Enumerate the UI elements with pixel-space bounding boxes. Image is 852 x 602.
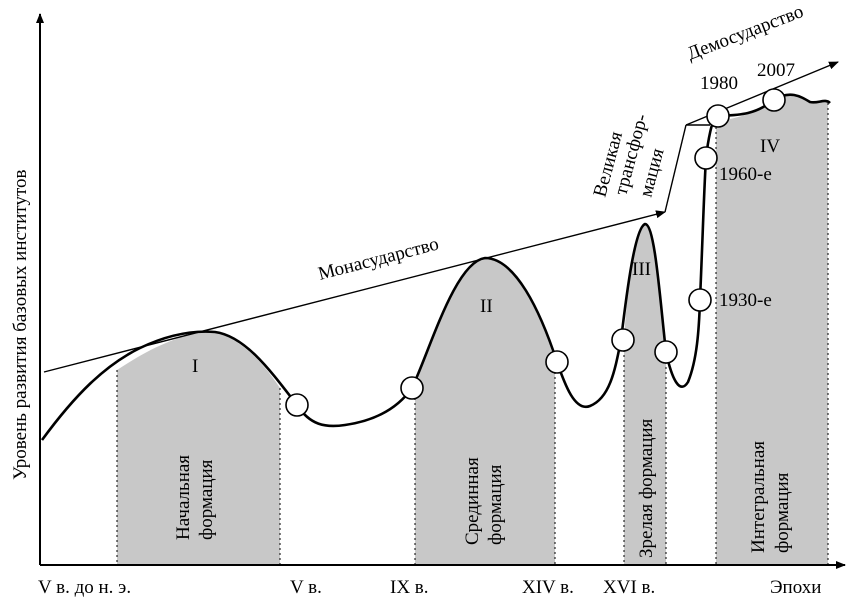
transformation-line (664, 124, 687, 213)
marker-1930 (688, 288, 712, 312)
demostate-label: Демосударство (684, 1, 806, 65)
formation-3-label-line-1: Зрелая формация (636, 418, 657, 558)
marker-2007 (762, 88, 786, 112)
formation-2-numeral: II (480, 296, 493, 317)
x-tick-label: XIV в. (522, 577, 574, 598)
x-tick-label: V в. (290, 577, 322, 598)
marker-1960 (694, 146, 718, 170)
x-axis-end-label: Эпохи (770, 577, 821, 598)
monastate-label: Монасударство (316, 234, 441, 285)
formation-4-numeral: IV (760, 136, 780, 157)
transition-marker-2 (400, 376, 424, 400)
x-tick-label: XVI в. (603, 577, 655, 598)
formation-2-label-line-1: Срединная (462, 457, 483, 545)
formation-1-label-line-1: Начальная (173, 455, 194, 540)
label-1930: 1930-е (719, 290, 772, 311)
label-2007: 2007 (757, 60, 795, 81)
transition-marker-1 (285, 393, 309, 417)
marker-1980 (706, 104, 730, 128)
formation-4-label-line-1: Интегральная (748, 441, 769, 553)
formation-1-numeral: I (192, 356, 198, 377)
formation-4-label-line-2: формация (772, 472, 793, 553)
formation-2-label-line-2: формация (485, 464, 506, 545)
label-1960: 1960-е (719, 164, 772, 185)
x-tick-label: IX в. (390, 577, 429, 598)
formation-region-1 (117, 331, 280, 565)
development-curve (40, 93, 831, 441)
formation-region-3 (624, 224, 666, 565)
transition-marker-4 (611, 328, 635, 352)
transition-marker-3 (545, 350, 569, 374)
label-1980: 1980 (700, 73, 738, 94)
formation-1-label-line-2: формация (196, 459, 217, 540)
x-tick-label: V в. до н. э. (38, 577, 131, 598)
transition-marker-5 (654, 340, 678, 364)
y-axis-label: Уровень развития базовых институтов (10, 169, 31, 480)
formation-region-4 (716, 94, 828, 566)
formation-3-numeral: III (632, 259, 651, 280)
formation-region-2 (415, 258, 555, 565)
